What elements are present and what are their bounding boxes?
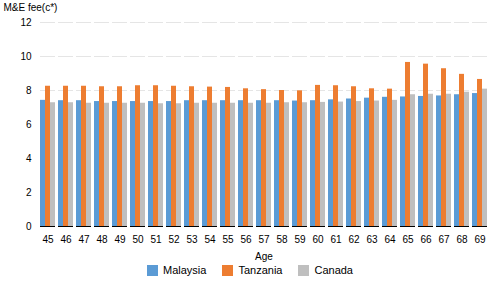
svg-text:54: 54 (204, 234, 216, 245)
svg-text:56: 56 (240, 234, 252, 245)
svg-text:4: 4 (26, 153, 32, 164)
html-text:Tanzania: Tanzania (238, 264, 283, 276)
svg-text:6: 6 (26, 119, 32, 130)
svg-text:69: 69 (474, 234, 486, 245)
svg-text:60: 60 (312, 234, 324, 245)
svg-text:10: 10 (20, 51, 32, 62)
svg-text:47: 47 (78, 234, 90, 245)
svg-text:51: 51 (150, 234, 162, 245)
svg-text:50: 50 (132, 234, 144, 245)
svg-text:49: 49 (114, 234, 126, 245)
svg-text:66: 66 (420, 234, 432, 245)
svg-text:53: 53 (186, 234, 198, 245)
svg-text:48: 48 (96, 234, 108, 245)
svg-text:2: 2 (26, 187, 32, 198)
svg-text:67: 67 (438, 234, 450, 245)
svg-text:57: 57 (258, 234, 270, 245)
svg-text:63: 63 (366, 234, 378, 245)
svg-text:45: 45 (42, 234, 54, 245)
svg-text:62: 62 (348, 234, 360, 245)
svg-text:59: 59 (294, 234, 306, 245)
svg-text:64: 64 (384, 234, 396, 245)
svg-text:8: 8 (26, 85, 32, 96)
svg-text:46: 46 (60, 234, 72, 245)
svg-text:68: 68 (456, 234, 468, 245)
svg-text:12: 12 (20, 17, 32, 28)
svg-text:M&E fee(c*): M&E fee(c*) (4, 2, 58, 13)
html-text:Canada: Canada (314, 264, 353, 276)
html-text:Malaysia: Malaysia (163, 264, 207, 276)
svg-text:65: 65 (402, 234, 414, 245)
svg-text:0: 0 (26, 221, 32, 232)
svg-text:Age: Age (255, 251, 273, 262)
svg-text:52: 52 (168, 234, 180, 245)
svg-text:61: 61 (330, 234, 342, 245)
svg-text:55: 55 (222, 234, 234, 245)
svg-text:58: 58 (276, 234, 288, 245)
